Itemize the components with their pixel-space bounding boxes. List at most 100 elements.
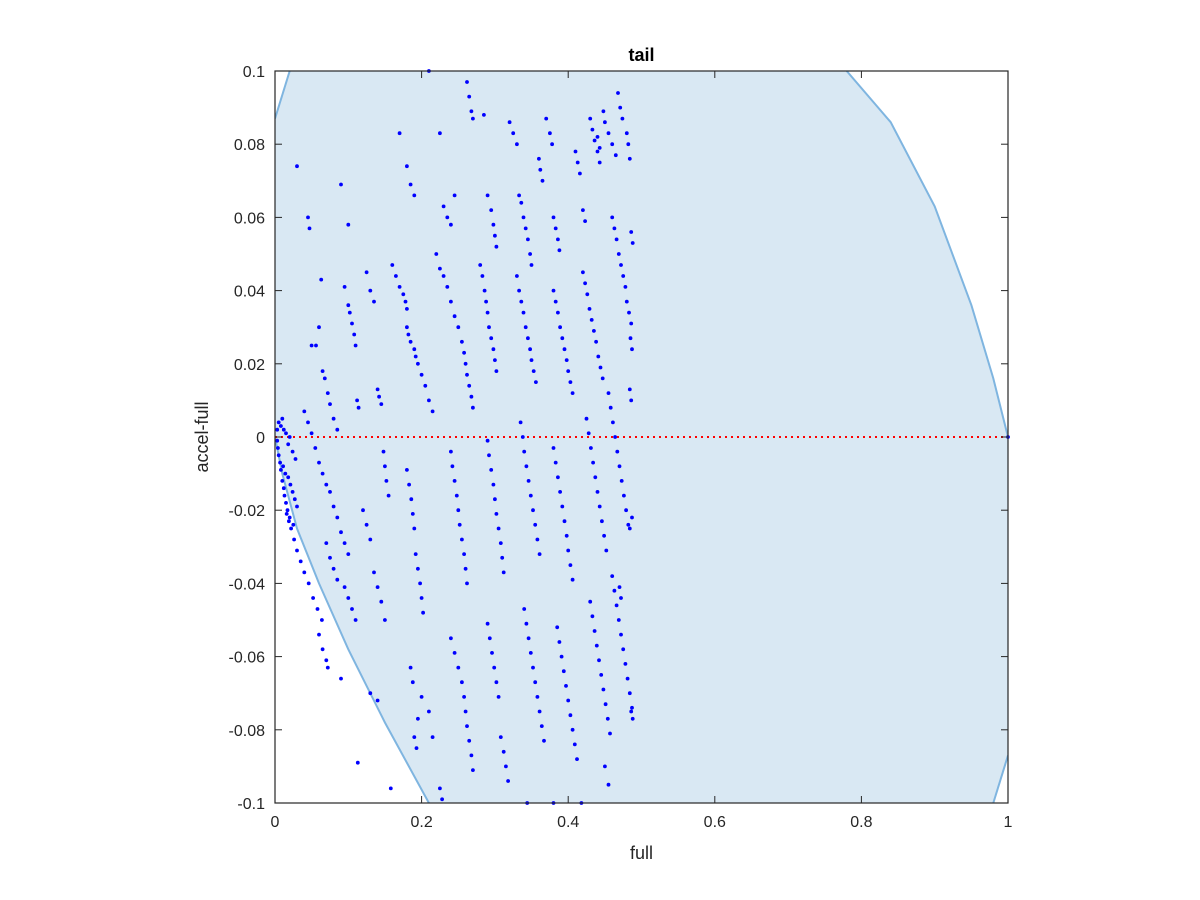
data-point	[485, 438, 490, 443]
data-point	[494, 680, 499, 685]
region-edge-1	[275, 436, 430, 803]
data-point	[401, 292, 406, 297]
data-point	[556, 475, 560, 480]
data-point	[526, 336, 530, 341]
data-point	[560, 504, 565, 509]
data-point	[335, 577, 340, 582]
data-point	[588, 116, 593, 121]
data-point	[606, 782, 611, 787]
data-point	[613, 435, 617, 439]
data-point	[295, 548, 299, 553]
data-point	[279, 424, 283, 428]
data-point	[619, 596, 623, 600]
data-point	[597, 504, 602, 509]
data-point	[375, 585, 380, 589]
data-point	[534, 380, 538, 384]
y-tick-label: -0.04	[229, 576, 266, 593]
data-point	[469, 109, 474, 114]
data-point	[622, 493, 626, 498]
data-point	[560, 336, 565, 341]
data-point	[581, 270, 585, 275]
data-point	[462, 350, 466, 355]
data-point	[460, 680, 464, 685]
data-point	[313, 446, 318, 450]
data-point	[311, 596, 315, 600]
data-point	[397, 131, 402, 136]
data-point	[620, 116, 625, 121]
y-tick-label: 0.02	[234, 357, 265, 374]
data-point	[325, 391, 330, 395]
data-point	[564, 533, 569, 538]
data-point	[275, 427, 280, 432]
data-point	[544, 116, 549, 121]
data-point	[610, 574, 615, 578]
data-point	[289, 526, 293, 531]
data-point	[292, 497, 297, 502]
data-point	[452, 314, 457, 319]
data-point	[559, 654, 564, 659]
data-point	[386, 493, 391, 498]
data-point	[578, 171, 582, 176]
data-point	[592, 629, 597, 633]
x-tick-label: 1	[1004, 814, 1013, 831]
data-point	[353, 343, 358, 348]
data-point	[621, 647, 626, 652]
data-point	[542, 738, 546, 743]
data-point	[408, 182, 413, 187]
data-point	[279, 468, 283, 472]
data-point	[493, 358, 497, 362]
data-point	[419, 596, 424, 600]
data-point	[616, 252, 621, 256]
data-point	[493, 497, 497, 502]
data-point	[528, 651, 533, 655]
data-point	[619, 632, 623, 637]
data-point	[290, 490, 295, 494]
data-point	[295, 504, 299, 509]
data-point	[465, 724, 469, 728]
data-point	[594, 643, 599, 648]
data-point	[590, 127, 595, 132]
data-point	[419, 695, 424, 699]
data-point	[368, 691, 373, 696]
data-point	[449, 222, 453, 227]
data-point	[610, 142, 615, 147]
data-point	[410, 680, 415, 685]
data-point	[335, 427, 340, 432]
data-point	[515, 274, 519, 278]
data-point	[533, 680, 538, 685]
data-point	[520, 435, 525, 439]
y-tick-label: -0.1	[237, 796, 265, 813]
data-point	[280, 479, 285, 483]
data-point	[434, 252, 439, 256]
data-point	[614, 603, 619, 608]
data-point	[493, 233, 497, 238]
data-point	[456, 325, 461, 330]
data-point	[562, 519, 567, 524]
data-point	[482, 288, 487, 293]
data-point	[331, 504, 336, 509]
data-point	[575, 160, 580, 165]
data-point	[498, 541, 503, 545]
data-point	[522, 607, 527, 611]
data-point	[412, 526, 417, 531]
data-point	[276, 420, 281, 425]
data-point	[412, 347, 417, 352]
data-point	[623, 662, 628, 666]
x-tick-label: 0	[271, 814, 280, 831]
chart-title: tail	[628, 45, 654, 65]
data-point	[410, 512, 415, 516]
data-point	[605, 716, 610, 721]
data-point	[593, 475, 598, 480]
data-point	[491, 222, 496, 227]
data-point	[556, 237, 560, 242]
data-point	[388, 786, 393, 791]
data-point	[524, 464, 529, 469]
data-point	[507, 120, 512, 125]
data-point	[601, 109, 606, 114]
data-point	[346, 552, 351, 556]
data-point	[306, 420, 310, 425]
data-point	[630, 716, 635, 721]
data-point	[566, 369, 571, 373]
data-point	[449, 636, 453, 641]
x-axis-label: full	[630, 843, 653, 863]
